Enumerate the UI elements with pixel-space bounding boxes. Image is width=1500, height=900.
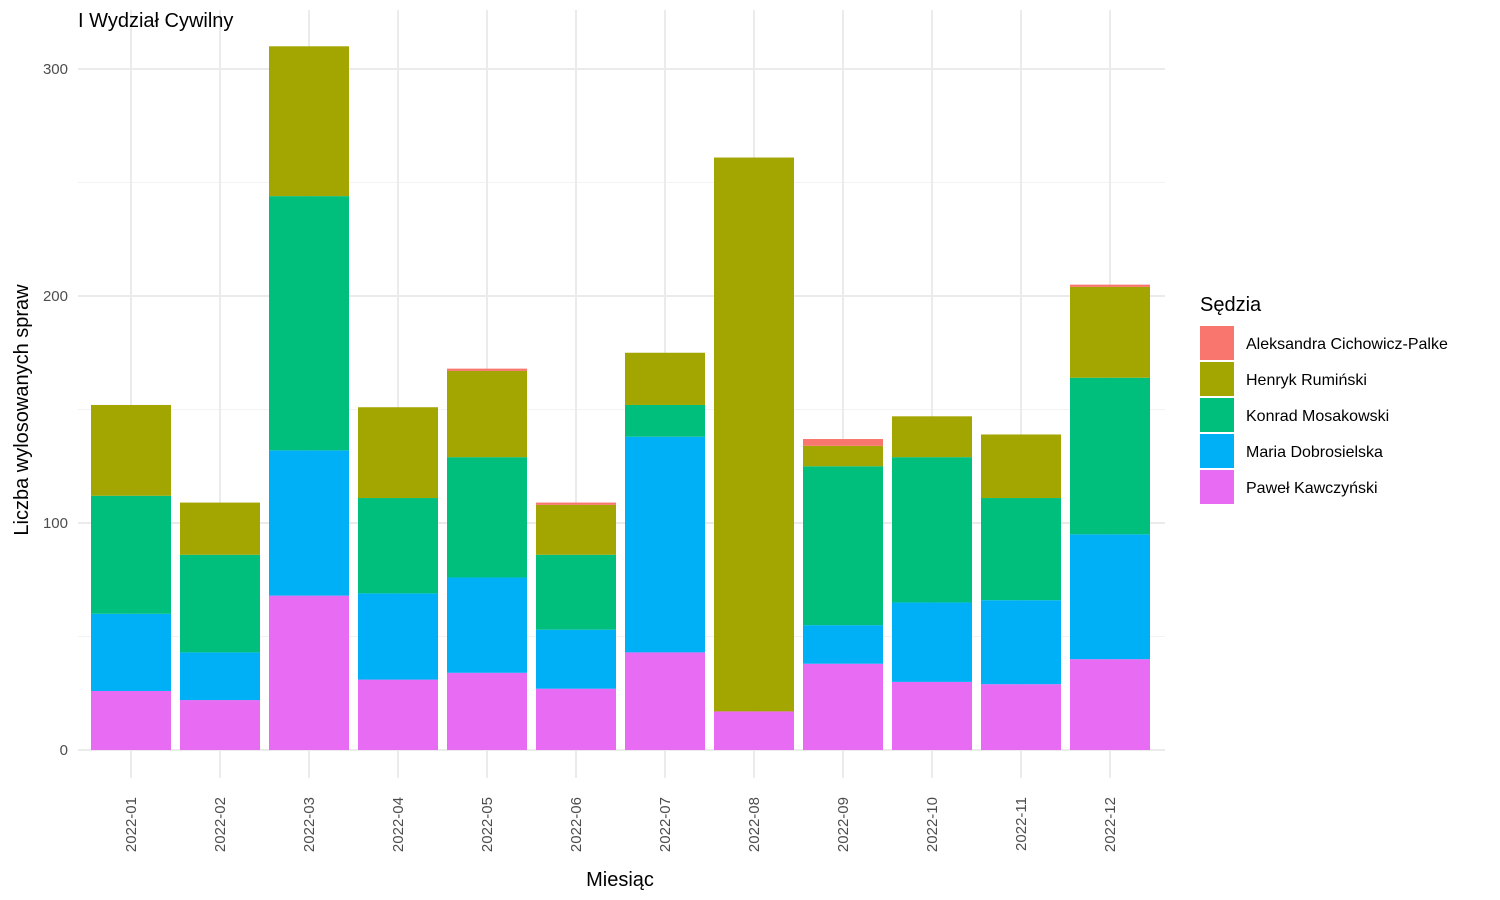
- bar-segment: [714, 157, 794, 712]
- bar-segment: [180, 700, 260, 750]
- legend-swatch: [1200, 362, 1234, 396]
- bar-segment: [803, 663, 883, 750]
- legend-label: Konrad Mosakowski: [1246, 408, 1389, 425]
- legend-item: Paweł Kawczyński: [1200, 470, 1378, 504]
- bar-segment: [180, 502, 260, 555]
- legend-swatch: [1200, 326, 1234, 360]
- y-tick-label: 200: [43, 288, 68, 305]
- bar-segment: [714, 711, 794, 750]
- y-axis: 0 100 200 300: [43, 61, 68, 759]
- bar-segment: [269, 450, 349, 596]
- bar-segment: [625, 352, 705, 405]
- legend-swatch: [1200, 434, 1234, 468]
- legend-label: Henryk Rumiński: [1246, 372, 1367, 389]
- x-tick-label: 2022-01: [123, 797, 140, 852]
- y-axis-title: Liczba wylosowanych spraw: [11, 284, 33, 536]
- legend-swatch: [1200, 470, 1234, 504]
- x-axis-title: Miesiąc: [586, 869, 654, 891]
- x-tick-label: 2022-03: [301, 797, 318, 852]
- bar-segment: [1070, 286, 1150, 378]
- y-tick-label: 0: [60, 742, 68, 759]
- chart-title: I Wydział Cywilny: [78, 10, 233, 32]
- legend: Sędzia Aleksandra Cichowicz-Palke Henryk …: [1200, 294, 1448, 504]
- legend-swatch: [1200, 398, 1234, 432]
- bar-segment: [803, 445, 883, 467]
- bar-segment: [625, 652, 705, 750]
- bar-segment: [1070, 284, 1150, 287]
- bar-segment: [358, 593, 438, 680]
- bar-segment: [536, 554, 616, 630]
- x-tick-label: 2022-11: [1013, 797, 1030, 851]
- bar-segment: [981, 498, 1061, 601]
- bars: [91, 46, 1150, 750]
- bar-segment: [625, 436, 705, 653]
- bar-segment: [358, 498, 438, 594]
- bar-segment: [981, 684, 1061, 750]
- x-tick-label: 2022-09: [835, 797, 852, 852]
- bar-segment: [180, 554, 260, 653]
- legend-label: Maria Dobrosielska: [1246, 444, 1383, 461]
- x-tick-label: 2022-07: [657, 797, 674, 852]
- bar-segment: [803, 625, 883, 664]
- legend-item: Aleksandra Cichowicz-Palke: [1200, 326, 1448, 360]
- bar-segment: [536, 629, 616, 689]
- x-tick-label: 2022-04: [390, 797, 407, 852]
- bar-segment: [1070, 377, 1150, 535]
- bar-segment: [447, 457, 527, 578]
- bar-segment: [447, 368, 527, 371]
- legend-label: Aleksandra Cichowicz-Palke: [1246, 336, 1448, 353]
- legend-item: Konrad Mosakowski: [1200, 398, 1389, 432]
- y-tick-label: 100: [43, 515, 68, 532]
- legend-item: Henryk Rumiński: [1200, 362, 1367, 396]
- bar-segment: [180, 652, 260, 701]
- bar-segment: [1070, 659, 1150, 750]
- bar-segment: [447, 577, 527, 673]
- bar-segment: [892, 416, 972, 458]
- bar-segment: [803, 466, 883, 626]
- bar-segment: [447, 672, 527, 750]
- bar-segment: [981, 434, 1061, 499]
- bar-segment: [892, 602, 972, 682]
- legend-item: Maria Dobrosielska: [1200, 434, 1383, 468]
- bar-segment: [536, 504, 616, 555]
- bar-segment: [536, 688, 616, 750]
- bar-segment: [358, 679, 438, 750]
- x-tick-label: 2022-02: [212, 797, 229, 852]
- x-axis: 2022-01 2022-02 2022-03 2022-04 2022-05 2022-…: [123, 797, 1119, 852]
- bar-segment: [269, 46, 349, 197]
- x-tick-label: 2022-08: [746, 797, 763, 852]
- bar-segment: [269, 196, 349, 451]
- x-tick-label: 2022-10: [924, 797, 941, 852]
- x-tick-label: 2022-05: [479, 797, 496, 852]
- bar-segment: [269, 595, 349, 750]
- bar-segment: [536, 502, 616, 505]
- bar-segment: [892, 681, 972, 750]
- legend-label: Paweł Kawczyński: [1246, 480, 1378, 497]
- bar-segment: [447, 370, 527, 458]
- bar-segment: [803, 439, 883, 446]
- x-tick-label: 2022-06: [568, 797, 585, 852]
- legend-title: Sędzia: [1200, 294, 1262, 316]
- bar-segment: [981, 600, 1061, 685]
- bar-segment: [91, 690, 171, 750]
- bar-segment: [625, 404, 705, 437]
- bar-segment: [358, 407, 438, 499]
- bar-segment: [91, 613, 171, 691]
- x-tick-label: 2022-12: [1102, 797, 1119, 852]
- bar-segment: [1070, 534, 1150, 660]
- y-tick-label: 300: [43, 61, 68, 78]
- bar-segment: [892, 457, 972, 603]
- bar-segment: [91, 404, 171, 496]
- bar-segment: [91, 495, 171, 614]
